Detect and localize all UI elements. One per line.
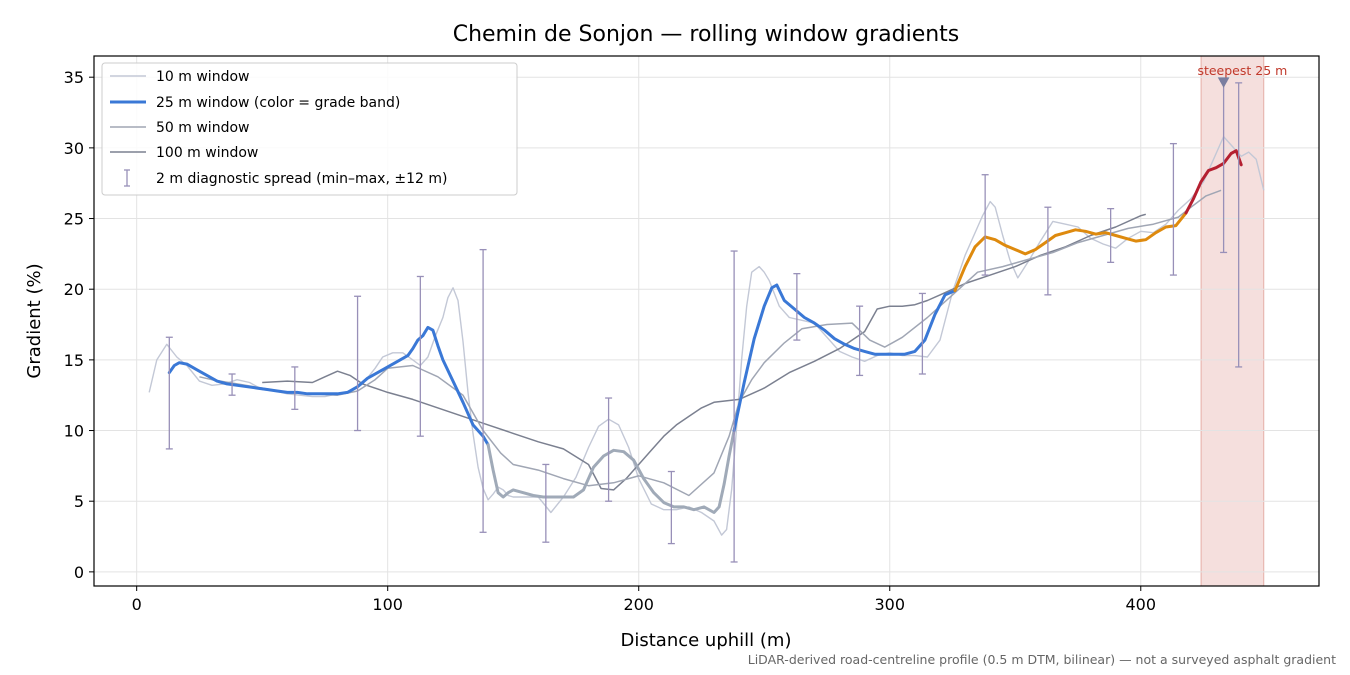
errorbar [793, 273, 801, 341]
legend-label-w10: 10 m window [156, 69, 249, 85]
errorbar [856, 305, 864, 377]
errorbar [1235, 82, 1243, 368]
series-line-25m-high [953, 211, 1188, 293]
highlight-band [1200, 55, 1265, 587]
x-tick-label: 200 [623, 595, 654, 614]
y-tick-label: 30 [64, 139, 84, 158]
errorbar [291, 366, 299, 410]
errorbar [542, 463, 550, 543]
errorbar-layer [165, 80, 1243, 563]
x-tick-label: 0 [132, 595, 142, 614]
series-line-25m-steep [1184, 149, 1243, 215]
errorbar [667, 470, 675, 545]
highlight-marker [1217, 77, 1230, 88]
series-line-25m-mid [732, 283, 957, 432]
x-tick-label: 100 [372, 595, 403, 614]
y-tick-label: 0 [74, 563, 84, 582]
legend-label-w50: 50 m window [156, 120, 249, 136]
series-line-100m [262, 213, 1147, 491]
x-axis-label: Distance uphill (m) [621, 630, 792, 651]
steepest-marker [1217, 77, 1230, 88]
errorbar [1169, 142, 1177, 276]
y-tick-label: 5 [74, 492, 84, 511]
series-line-25m-mid [167, 325, 490, 447]
y-tick-label: 10 [64, 422, 84, 441]
legend-label-w100: 100 m window [156, 145, 258, 161]
highlight-label: steepest 25 m [1197, 63, 1287, 78]
footnote: LiDAR-derived road-centreline profile (0… [748, 652, 1336, 667]
errorbar [354, 295, 362, 432]
x-tick-label: 400 [1125, 595, 1156, 614]
errorbar [981, 174, 989, 276]
y-tick-label: 15 [64, 351, 84, 370]
errorbar [918, 292, 926, 375]
series-layer [148, 135, 1265, 536]
errorbar [730, 250, 738, 563]
errorbar [1107, 207, 1115, 263]
legend: 10 m window 25 m window (color = grade b… [101, 62, 518, 196]
plot-area: steepest 25 m [94, 55, 1319, 587]
errorbar [1044, 206, 1052, 296]
y-tick-label: 25 [64, 210, 84, 229]
errorbar [228, 373, 236, 396]
legend-swatch-errorbar [124, 169, 130, 187]
chart-title: Chemin de Sonjon — rolling window gradie… [453, 22, 960, 47]
errorbar [416, 275, 424, 437]
x-tick-label: 300 [874, 595, 905, 614]
series-line-10m [148, 135, 1265, 536]
errorbar [479, 248, 487, 533]
y-tick-label: 35 [64, 68, 84, 87]
series-line-25m-low [486, 429, 736, 514]
axis-ticks: 0 100 200 300 400 0 5 10 15 20 25 30 35 [64, 68, 1156, 614]
errorbar [605, 397, 613, 502]
errorbar [165, 336, 173, 450]
legend-frame [101, 62, 518, 196]
axes-frame [93, 55, 1320, 587]
legend-label-w25: 25 m window (color = grade band) [156, 95, 400, 111]
y-axis-label: Gradient (%) [24, 263, 45, 378]
legend-label-errorbar: 2 m diagnostic spread (min–max, ±12 m) [156, 171, 447, 187]
series-line-50m [199, 189, 1222, 497]
y-tick-label: 20 [64, 280, 84, 299]
